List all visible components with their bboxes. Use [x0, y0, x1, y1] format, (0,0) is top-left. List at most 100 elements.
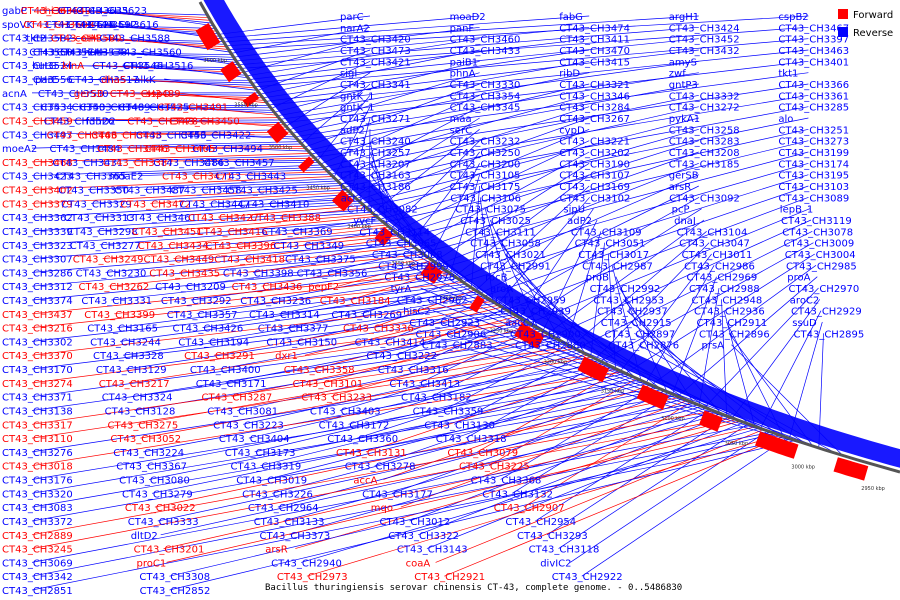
gene-label: CT43_CH3451	[132, 227, 203, 238]
gene-label: CT43_CH3008	[372, 250, 443, 261]
gene-label: CT43_CH3404	[219, 434, 290, 445]
gene-label: CT43_CH3276	[2, 448, 73, 459]
leader-line	[31, 354, 589, 439]
gene-label: CT43_CH3489	[110, 89, 181, 100]
leader-line	[138, 169, 327, 177]
gene-label: gerSB	[74, 89, 104, 100]
leader-line	[148, 106, 275, 114]
leader-line	[31, 220, 382, 246]
leader-line	[437, 162, 699, 266]
leader-line	[31, 301, 493, 356]
leader-line	[31, 262, 435, 301]
leader-line	[645, 265, 715, 383]
leader-line	[303, 228, 392, 246]
gene-label: CT43_CH3277	[70, 241, 141, 252]
gene-label: CT43_CH3413	[389, 379, 460, 390]
leader-line	[361, 117, 699, 204]
gene-label: CT43_CH2921	[414, 572, 485, 583]
leader-line	[150, 191, 350, 204]
gene-label: CT43_CH3459	[2, 117, 73, 128]
gene-label: CT43_CH3128	[105, 407, 176, 418]
leader-line	[131, 78, 256, 89]
gene-label: CT43_CH3269	[331, 310, 402, 321]
gene-label: CT43_CH3226	[242, 489, 313, 500]
gene-label: CT43_CH3342	[2, 572, 73, 583]
gene-label: CT43_CH3473	[340, 46, 411, 57]
gene-label: CT43_CH3416	[197, 227, 268, 238]
leader-line	[210, 133, 298, 140]
leader-line	[221, 15, 480, 39]
gene-label: dhaS	[101, 75, 126, 86]
gene-label: CT43_CH3129	[96, 365, 167, 376]
gene-label: CT43_CH3616	[88, 20, 159, 31]
gene-label: CT43_CH3202	[559, 148, 630, 159]
leader-line	[277, 60, 590, 117]
leader-line	[146, 373, 627, 467]
gene-label: CT43_CH3494	[192, 144, 263, 155]
gene-label: CT43_CH3274	[2, 379, 73, 390]
gene-label: CT43_CH3078	[782, 227, 853, 238]
leader-line	[497, 197, 590, 305]
leader-line	[125, 312, 512, 370]
gene-label: CT43_CH3525	[119, 103, 190, 114]
gene-label: CT43_CH3405	[145, 144, 216, 155]
gene-label: maa	[450, 114, 472, 125]
leader-line	[140, 51, 239, 66]
gene-label: CT43_CH3232	[450, 137, 521, 148]
leader-line	[132, 157, 315, 163]
gene-label: CT43_CH2986	[684, 261, 755, 272]
gene-label: CT43_CH2923	[409, 318, 480, 329]
leader-line	[113, 51, 238, 63]
kbp-tick-label: 3550 kbp	[234, 103, 258, 109]
leader-line	[31, 23, 216, 29]
gene-label: CT43_CH3083	[2, 503, 73, 514]
leader-line	[115, 120, 283, 123]
gene-label: CT43_CH3143	[397, 545, 468, 556]
leader-line	[248, 358, 596, 439]
gene-label: CT43_CH3017	[578, 250, 649, 261]
leader-line	[31, 176, 333, 190]
leader-line	[111, 264, 438, 301]
gene-label: CT43_CH3177	[362, 489, 433, 500]
forward-strand-block	[420, 262, 443, 284]
leader-line	[620, 253, 712, 372]
gene-label: CT43_CH3233	[301, 393, 372, 404]
gene-label: CT43_CH3262	[79, 282, 150, 293]
leader-line	[417, 151, 699, 251]
kbp-tick-label: 3450 kbp	[306, 186, 330, 192]
leader-line	[127, 146, 304, 149]
gene-label: CT43_CH2936	[694, 307, 765, 318]
leader-line	[292, 72, 590, 134]
forward-strand-block	[469, 295, 485, 313]
leader-line	[458, 174, 699, 280]
gene-label: CT43_CH2969	[687, 273, 758, 284]
leader-line	[154, 396, 681, 508]
gene-label: CT43_CH3592	[66, 20, 137, 31]
gene-label: CT43_CH3371	[2, 393, 73, 404]
gene-label: CT43_CH3446	[97, 144, 168, 155]
gene-label: tkt2	[26, 34, 46, 45]
leader-line	[185, 255, 427, 287]
gene-label: aacC7	[505, 318, 536, 329]
gene-label: CT43_CH3403	[310, 407, 381, 418]
leader-line	[85, 166, 324, 177]
gene-label: CT43_CH3244	[90, 337, 161, 348]
leader-line	[88, 178, 336, 190]
leader-line	[157, 120, 285, 126]
gene-label: CT43_CH3019	[236, 476, 307, 487]
gene-label: divIC2	[540, 558, 571, 569]
gene-label: CT43_CH3119	[781, 216, 852, 227]
gene-label: CT43_CH3132	[482, 489, 553, 500]
gene-label: CT43_CH3449	[144, 255, 215, 266]
leader-line	[374, 376, 634, 467]
gene-label: CT43_CH3081	[207, 407, 278, 418]
forward-strand-block	[220, 61, 242, 83]
leader-line	[226, 15, 699, 47]
gene-label: CT43_CH2915	[601, 318, 672, 329]
gene-label: CT43_CH2959	[495, 295, 566, 306]
leader-line	[140, 356, 592, 439]
leader-line	[433, 163, 590, 263]
gene-label: CT43_CH3426	[173, 324, 244, 335]
gene-label: CT43_CH3530	[38, 89, 109, 100]
leader-line	[704, 287, 819, 408]
